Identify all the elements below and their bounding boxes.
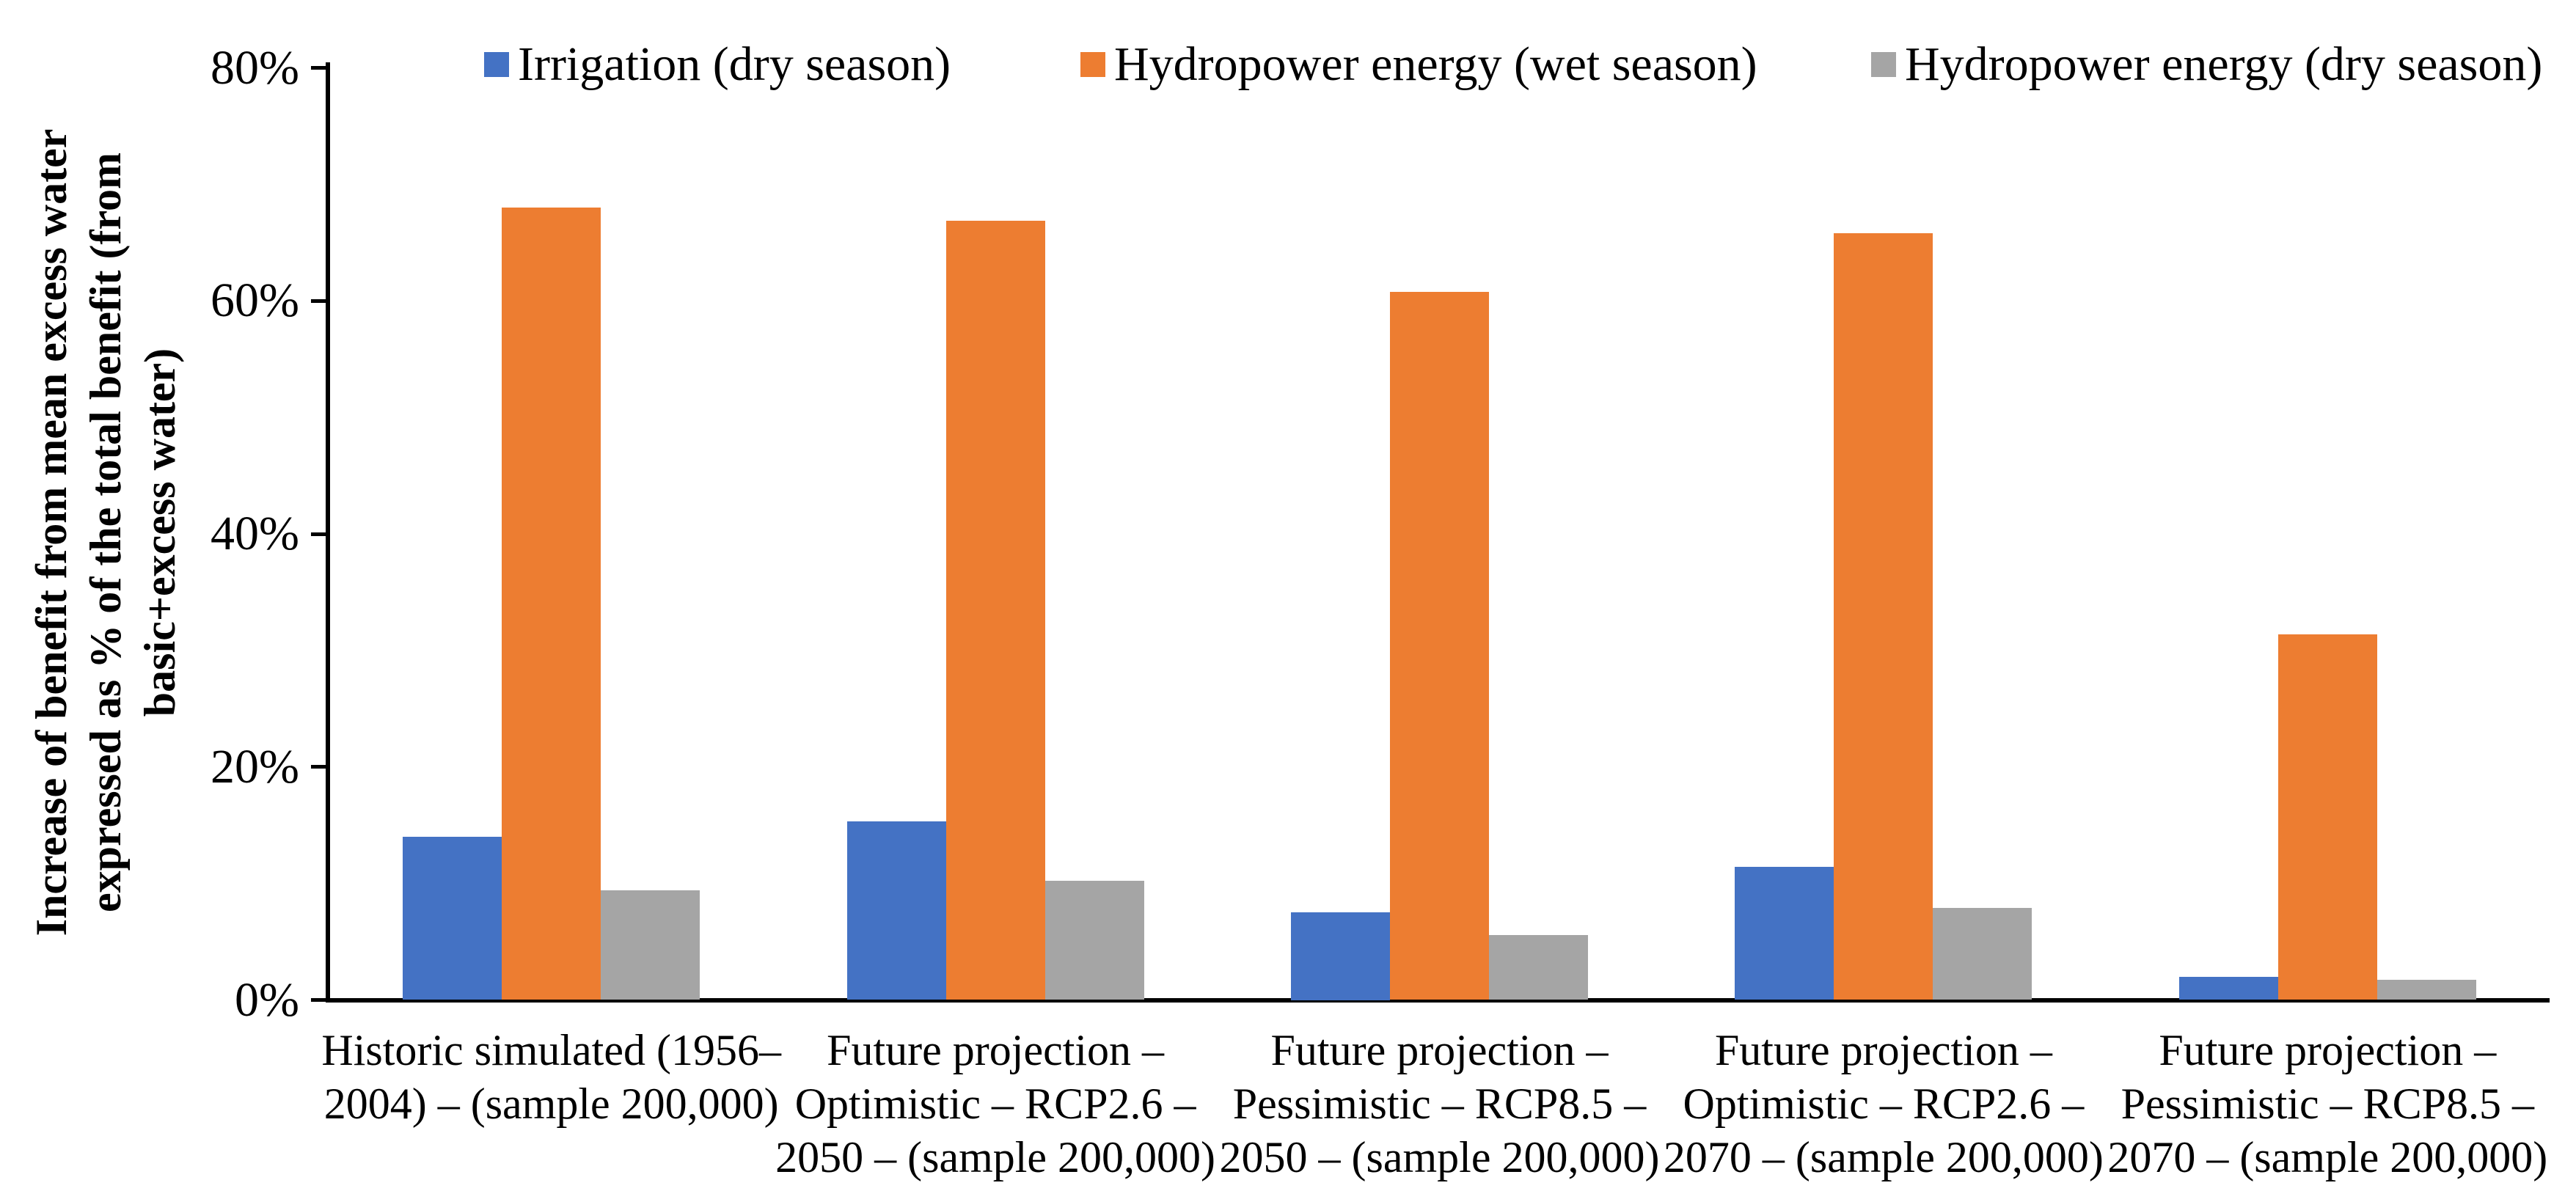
chart-legend: Irrigation (dry season) Hydropower energy… — [0, 38, 2576, 97]
category-label-line: Future projection – — [1714, 1026, 2052, 1074]
legend-label: Hydropower energy (wet season) — [1114, 37, 1757, 91]
y-axis-tick-label: 20% — [211, 739, 299, 794]
legend-swatch-icon — [1871, 52, 1896, 77]
bar-hydropower-dry — [2376, 980, 2476, 1000]
y-axis-tick-mark — [311, 66, 329, 70]
bar-hydropower-wet — [2277, 634, 2377, 1000]
category-label-line: Historic simulated (1956– — [321, 1026, 781, 1074]
y-axis-tick-label: 0% — [235, 972, 299, 1027]
bar-irrigation-dry — [1735, 867, 1834, 1000]
legend-swatch-icon — [484, 52, 509, 77]
category-label: Future projection – Pessimistic – RCP8.5 … — [2085, 1024, 2569, 1184]
legend-label: Irrigation (dry season) — [518, 37, 951, 91]
x-axis-line — [326, 998, 2550, 1003]
legend-label: Hydropower energy (dry season) — [1905, 37, 2543, 91]
category-label-line: 2050 – (sample 200,000) — [775, 1133, 1216, 1181]
bar-irrigation-dry — [846, 821, 946, 1000]
category-label: Future projection – Optimistic – RCP2.6 –… — [1642, 1024, 2126, 1184]
bar-hydropower-wet — [1834, 233, 1933, 1000]
category-label-line: 2004) – (sample 200,000) — [323, 1080, 779, 1128]
legend-item: Hydropower energy (wet season) — [1080, 38, 1757, 91]
category-label-line: Optimistic – RCP2.6 – — [794, 1080, 1196, 1128]
category-label-line: Pessimistic – RCP8.5 – — [1232, 1080, 1647, 1128]
y-axis-tick-mark — [311, 298, 329, 303]
category-label-line: Optimistic – RCP2.6 – — [1683, 1080, 2085, 1128]
category-label-line: 2070 – (sample 200,000) — [2107, 1133, 2548, 1181]
legend-item: Irrigation (dry season) — [484, 38, 951, 91]
y-axis-tick-label: 40% — [211, 507, 299, 560]
bar-hydropower-dry — [1489, 934, 1588, 1000]
category-label-line: Future projection – — [1270, 1026, 1609, 1074]
bar-hydropower-wet — [945, 220, 1045, 1000]
category-label-line: Future projection – — [827, 1026, 1165, 1074]
bar-irrigation-dry — [2178, 976, 2278, 1000]
legend-item: Hydropower energy (dry season) — [1871, 38, 2542, 91]
y-axis-tick-mark — [311, 765, 329, 769]
category-label-line: Pessimistic – RCP8.5 – — [2121, 1080, 2535, 1128]
legend-swatch-icon — [1080, 52, 1105, 77]
category-label: Future projection – Optimistic – RCP2.6 –… — [753, 1024, 1237, 1184]
bar-irrigation-dry — [403, 837, 502, 1000]
bar-hydropower-dry — [601, 890, 700, 1000]
category-label: Historic simulated (1956– 2004) – (sample… — [310, 1024, 794, 1131]
bar-hydropower-dry — [1044, 881, 1144, 1000]
bar-hydropower-wet — [1390, 291, 1489, 1000]
y-axis-tick-label: 80% — [211, 40, 299, 95]
bar-irrigation-dry — [1291, 912, 1390, 1000]
category-label-line: 2050 – (sample 200,000) — [1219, 1133, 1660, 1181]
y-axis-title-line: Increase of benefit from mean excess wat… — [27, 128, 76, 937]
y-axis-tick-mark — [311, 532, 329, 536]
y-axis-tick-mark — [311, 998, 329, 1002]
category-label-line: Future projection – — [2159, 1026, 2497, 1074]
category-label-line: 2070 – (sample 200,000) — [1663, 1133, 2104, 1181]
category-label: Future projection – Pessimistic – RCP8.5 … — [1198, 1024, 1682, 1184]
y-axis-tick-label: 60% — [211, 274, 299, 328]
bar-hydropower-dry — [1933, 907, 2032, 1000]
bar-hydropower-wet — [502, 208, 601, 1000]
